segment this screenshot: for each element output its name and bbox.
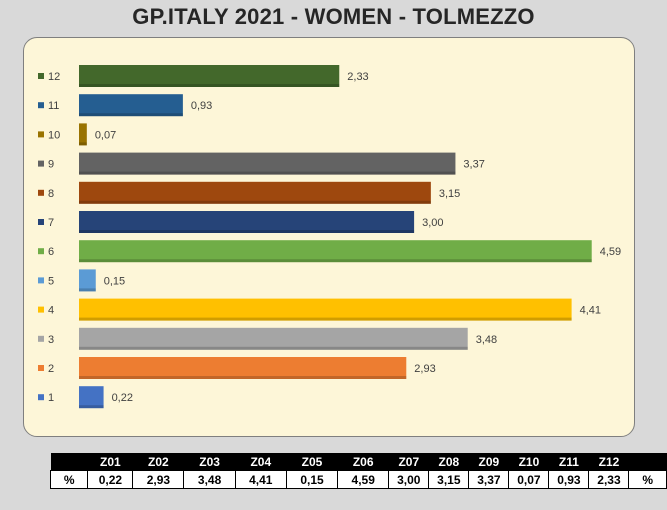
legend-label-4: 4 [48, 305, 54, 317]
bar-shadow-5 [79, 288, 96, 292]
table-header-cell: Z08 [428, 453, 469, 471]
legend-label-3: 3 [48, 334, 54, 346]
legend-label-6: 6 [48, 246, 54, 258]
table-value-cell: 0,07 [508, 470, 550, 489]
data-label-12: 2,33 [347, 71, 368, 83]
table-header-cell: Z05 [286, 453, 338, 471]
bar-3 [79, 327, 468, 350]
bar-shadow-7 [79, 230, 415, 233]
bar-shadow-4 [79, 317, 572, 321]
bar-4 [79, 298, 572, 321]
legend-marker-1 [38, 394, 44, 401]
plot-area: 1 0,22 2 2,93 3 3,48 4 4,41 5 0,15 6 4,59 7 3,00 8 3,15… [23, 37, 635, 437]
data-label-9: 3,37 [463, 159, 484, 171]
table-value-cell: % [49, 470, 89, 489]
legend-marker-5 [38, 277, 44, 284]
bar-shadow-12 [79, 84, 340, 87]
table-value-cell: 3,15 [428, 470, 470, 489]
table-header-cell: Z12 [588, 453, 629, 471]
legend-marker-10 [38, 131, 44, 138]
data-label-11: 0,93 [191, 100, 212, 112]
legend-label-5: 5 [48, 275, 54, 287]
table-value-cell: 2,33 [588, 470, 630, 489]
data-label-6: 4,59 [600, 246, 621, 258]
bar-10 [79, 123, 87, 146]
bar-shadow-10 [79, 142, 87, 146]
table-header-cell: Z07 [388, 453, 429, 471]
data-label-3: 3,48 [476, 334, 497, 346]
table-header-cell: Z01 [87, 453, 133, 471]
legend-marker-6 [38, 248, 44, 255]
table-value-cell: 4,41 [234, 470, 287, 489]
table-value-cell: 0,22 [87, 470, 134, 489]
table-header-row: Z01 Z02 Z03 Z04 Z05 Z06 Z07 Z08 Z09 Z10 Z11 Z12 [50, 453, 667, 471]
table-header-cell: Z03 [183, 453, 236, 471]
bar-chart: 1 0,22 2 2,93 3 3,48 4 4,41 5 0,15 6 4,59 7 3,00 8 3,15… [38, 65, 621, 409]
legend-marker-3 [38, 335, 44, 342]
legend-marker-7 [38, 219, 44, 225]
legend-label-10: 10 [48, 129, 60, 141]
table-value-cell: 4,59 [337, 470, 390, 489]
data-label-5: 0,15 [104, 275, 125, 287]
bar-shadow-2 [79, 376, 407, 379]
table-value-cell: % [628, 470, 667, 489]
legend-marker-9 [38, 160, 44, 167]
table-values-row: % 0,22 2,93 3,48 4,41 0,15 4,59 3,00 3,15 3,37 0,0… [49, 470, 667, 489]
data-label-8: 3,15 [439, 188, 460, 200]
legend-label-11: 11 [48, 100, 59, 112]
table-header-cell: Z10 [508, 453, 549, 471]
table-header-cell: Z09 [468, 453, 509, 471]
table-header-cell: Z02 [132, 453, 184, 471]
data-table: Z01 Z02 Z03 Z04 Z05 Z06 Z07 Z08 Z09 Z10 Z11 Z12 % 0,… [49, 453, 667, 489]
legend-label-12: 12 [48, 71, 60, 83]
table-value-cell: 3,00 [388, 470, 430, 489]
bar-7 [79, 211, 415, 233]
legend-marker-11 [38, 102, 44, 109]
table-header-cell: Z04 [235, 453, 287, 471]
bar-9 [79, 152, 456, 175]
table-value-cell: 3,48 [183, 470, 236, 489]
legend-marker-4 [38, 306, 44, 313]
table-header-cell: Z06 [337, 453, 389, 471]
legend-label-9: 9 [48, 159, 54, 171]
chart-title: GP.ITALY 2021 - WOMEN - TOLMEZZO [132, 4, 535, 29]
table-header-cell [628, 453, 667, 471]
legend-label-7: 7 [48, 217, 54, 229]
data-label-4: 4,41 [580, 305, 601, 317]
legend-marker-2 [38, 365, 44, 371]
bar-shadow-1 [79, 405, 104, 409]
bar-8 [79, 181, 431, 204]
bar-shadow-11 [79, 113, 183, 117]
bar-12 [79, 65, 340, 87]
data-label-1: 0,22 [112, 392, 133, 404]
legend-label-2: 2 [48, 363, 54, 375]
table-header-cell [50, 453, 88, 471]
table-value-cell: 0,15 [285, 470, 339, 489]
table-value-cell: 3,37 [468, 470, 510, 489]
data-label-7: 3,00 [422, 217, 443, 229]
legend-label-8: 8 [48, 188, 54, 200]
legend-marker-8 [38, 189, 44, 196]
legend-marker-12 [38, 73, 44, 79]
legend-label-1: 1 [48, 392, 54, 404]
bar-shadow-8 [79, 200, 431, 204]
bar-2 [79, 357, 407, 379]
data-label-2: 2,93 [414, 363, 435, 375]
bar-5 [79, 269, 96, 292]
data-label-10: 0,07 [95, 129, 116, 141]
bar-1 [79, 386, 104, 409]
table-value-cell: 0,93 [548, 470, 590, 489]
table-value-cell: 2,93 [132, 470, 185, 489]
bar-6 [79, 240, 592, 263]
bar-shadow-3 [79, 346, 468, 350]
table-header-cell: Z11 [548, 453, 589, 471]
bar-11 [79, 94, 183, 117]
bar-shadow-6 [79, 259, 592, 263]
bar-shadow-9 [79, 171, 456, 175]
